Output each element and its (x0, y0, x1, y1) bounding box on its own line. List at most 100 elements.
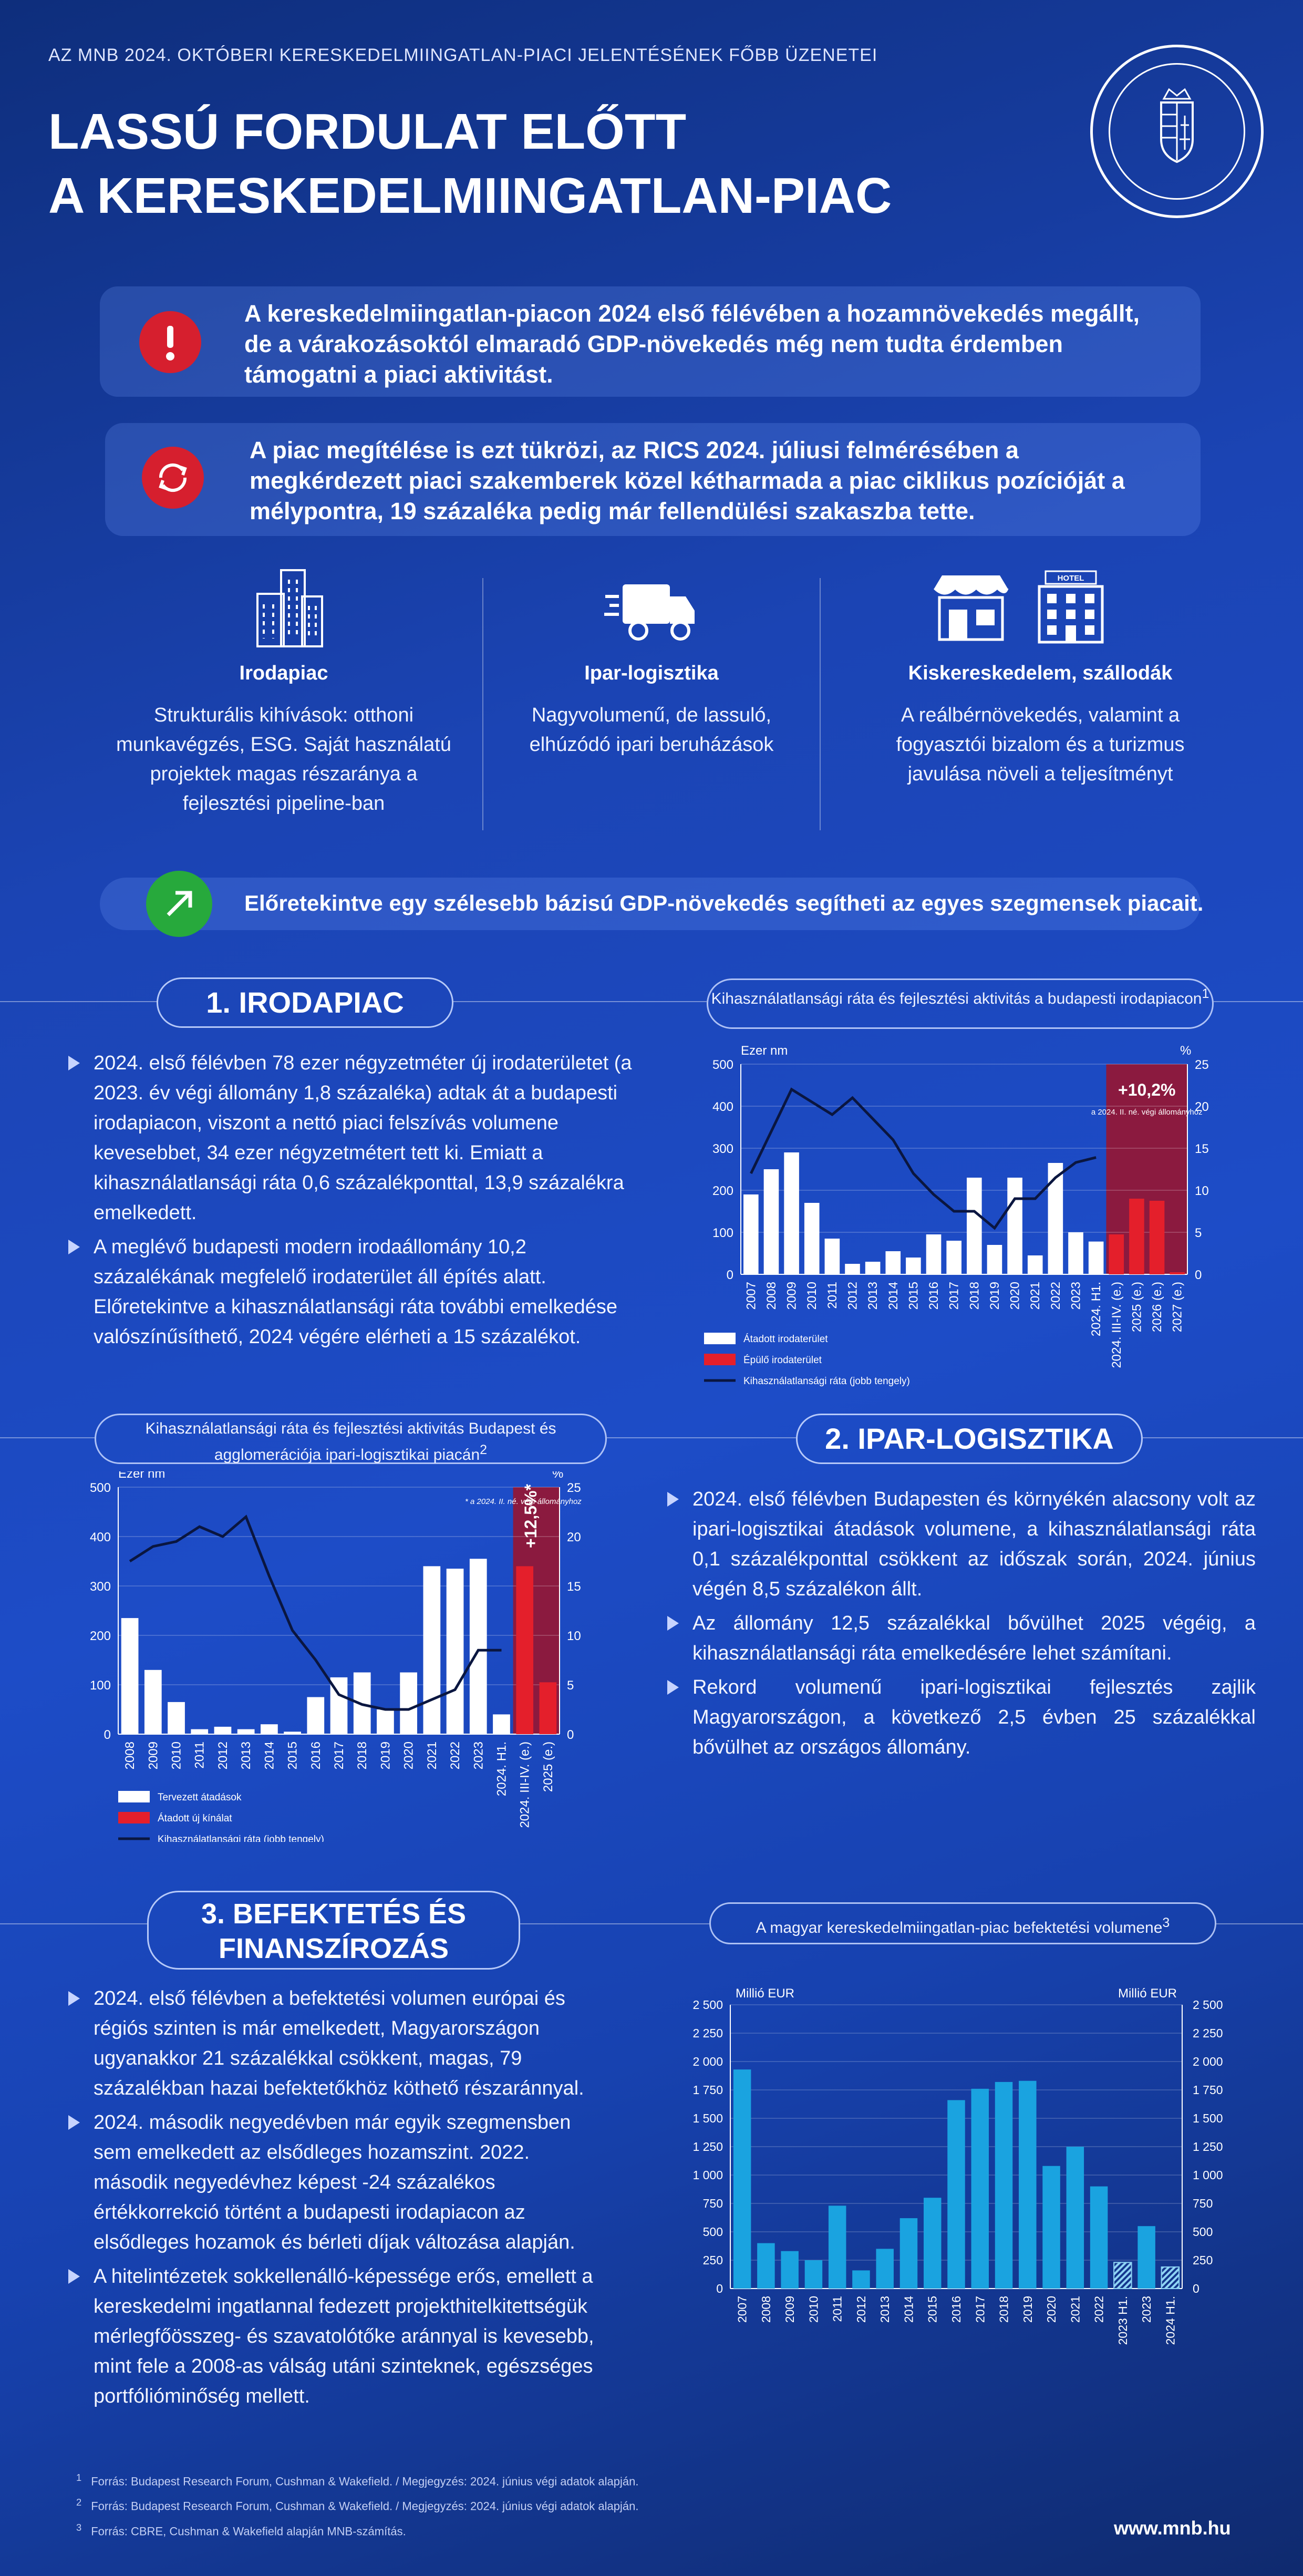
x-tick-label: 2025 (e.) (541, 1742, 555, 1792)
footnote-text: Forrás: CBRE, Cushman & Wakefield alapjá… (91, 2524, 406, 2538)
bar (1137, 2226, 1155, 2289)
bar (1019, 2080, 1037, 2289)
vacancy-rate-line (129, 1514, 502, 1711)
x-tick-label: 2021 (425, 1742, 439, 1769)
x-tick-label: 2023 (1140, 2296, 1153, 2323)
bar (987, 1245, 1002, 1274)
section-rule (0, 1437, 95, 1438)
x-tick-label: 2026 (e.) (1150, 1282, 1164, 1332)
x-tick-label: 2017 (332, 1742, 346, 1769)
y-tick-label: 0 (104, 1728, 111, 1742)
bar (1161, 2266, 1180, 2290)
bar (906, 1258, 921, 1274)
y2-tick-label: 15 (567, 1580, 581, 1594)
bar (923, 2198, 942, 2289)
x-tick-label: 2010 (806, 2296, 820, 2323)
annotation-value: +12,5%* (521, 1484, 540, 1548)
bar (1088, 1241, 1104, 1274)
footnote-2: 2 Forrás: Budapest Research Forum, Cushma… (76, 2492, 638, 2517)
bar (852, 2270, 870, 2289)
x-tick-label: 2016 (927, 1282, 941, 1310)
legend-label: Épülő irodaterület (743, 1355, 822, 1366)
annotation-value: +10,2% (1118, 1080, 1175, 1099)
bar (865, 1262, 881, 1274)
y-tick-label: 400 (712, 1100, 733, 1114)
x-tick-label: 2007 (736, 2296, 749, 2323)
x-tick-label: 2015 (926, 2296, 939, 2323)
bullet-text: A hitelintézetek sokkellenálló-képessége… (94, 2265, 594, 2407)
bar (168, 1702, 185, 1734)
page-title: LASSÚ FORDULAT ELŐTT A KERESKEDELMIINGAT… (48, 100, 1047, 228)
bar (899, 2218, 918, 2289)
y-tick-label: 500 (90, 1481, 111, 1495)
bar (1170, 1272, 1185, 1274)
legend-label: Tervezett átadások (158, 1792, 242, 1803)
x-tick-label: 2025 (e.) (1130, 1282, 1144, 1332)
bar (757, 2243, 775, 2289)
x-tick-label: 2014 (262, 1742, 276, 1769)
bar (516, 1566, 534, 1734)
y-tick-label: 500 (703, 2225, 723, 2239)
bar (804, 2260, 823, 2289)
bar (284, 1732, 301, 1734)
x-tick-label: 2020 (1008, 1282, 1022, 1310)
footnote-text: Forrás: Budapest Research Forum, Cushman… (91, 2499, 639, 2513)
bar (743, 1194, 759, 1274)
legend-label: Átadott irodaterület (743, 1334, 828, 1345)
y-tick-label: 500 (712, 1058, 733, 1072)
y2-tick-label: 1 500 (1193, 2111, 1223, 2125)
bullet-triangle-icon (68, 1240, 80, 1254)
website-link[interactable]: www.mnb.hu (1114, 2517, 1231, 2539)
legend-swatch (704, 1354, 736, 1365)
bar (423, 1566, 441, 1734)
y2-tick-label: 2 000 (1193, 2055, 1223, 2068)
key-message-card-2 (105, 423, 1201, 536)
footnote-mark: 2 (76, 2497, 82, 2508)
vacancy-rate-line (750, 1087, 1097, 1230)
bar (885, 1251, 901, 1274)
y-tick-label: 2 000 (692, 2055, 723, 2068)
bar (733, 2069, 751, 2289)
legend-swatch (704, 1333, 736, 1344)
x-tick-label: 2016 (949, 2296, 963, 2323)
x-tick-label: 2011 (193, 1742, 207, 1769)
key-message-card-1 (100, 286, 1201, 397)
bar (144, 1670, 162, 1734)
x-tick-label: 2011 (825, 1282, 840, 1309)
y-tick-label: 300 (712, 1142, 733, 1156)
y-tick-label: 200 (712, 1184, 733, 1198)
x-tick-label: 2017 (947, 1282, 961, 1310)
bar (1068, 1232, 1083, 1274)
y2-tick-label: 2 250 (1193, 2026, 1223, 2040)
bar (237, 1729, 255, 1734)
bullet-item: Rekord volumenű ipari-logisztikai fejles… (667, 1673, 1256, 1763)
logistics-chart-title-text: Kihasználatlansági ráta és fejlesztési a… (145, 1420, 556, 1464)
logistics-vacancy-chart: 0 100 200 300 400 500 0 5 10 15 20 25 Ezer nm % 2008 20… (90, 1471, 582, 1842)
bullet-item: 2024. első félévben 78 ezer négyzetméter… (68, 1048, 636, 1228)
bar (784, 1152, 799, 1274)
y2-tick-label: 250 (1193, 2253, 1213, 2267)
x-tick-label: 2024 H1. (1163, 2296, 1177, 2345)
x-tick-label: 2012 (854, 2296, 868, 2323)
x-tick-label: 2024. H1. (1089, 1282, 1103, 1336)
footnote-ref: 3 (1162, 1915, 1170, 1930)
logistics-chart-title: Kihasználatlansági ráta és fejlesztési a… (95, 1414, 607, 1464)
key-message-2-text: A piac megítélése is ezt tükrözi, az RIC… (250, 437, 1125, 524)
bar (1048, 1163, 1063, 1274)
bar (824, 1239, 840, 1274)
y-tick-label: 2 500 (692, 1998, 723, 2012)
section-rule (0, 1001, 158, 1002)
y2-tick-label: 20 (567, 1530, 581, 1544)
section-rule (453, 1001, 707, 1002)
x-tick-label: 2018 (967, 1282, 981, 1310)
y2-axis-unit: % (1180, 1044, 1191, 1058)
bar (1113, 2262, 1132, 2290)
footnote-mark: 1 (76, 2472, 82, 2483)
arrow-up-right-icon (146, 871, 212, 937)
bar (1007, 1178, 1022, 1274)
section-rule (1216, 1923, 1303, 1924)
bar (971, 2088, 989, 2289)
x-tick-label: 2022 (448, 1742, 462, 1769)
x-tick-label: 2014 (886, 1282, 901, 1310)
segment-title-office: Irodapiac (239, 662, 328, 684)
